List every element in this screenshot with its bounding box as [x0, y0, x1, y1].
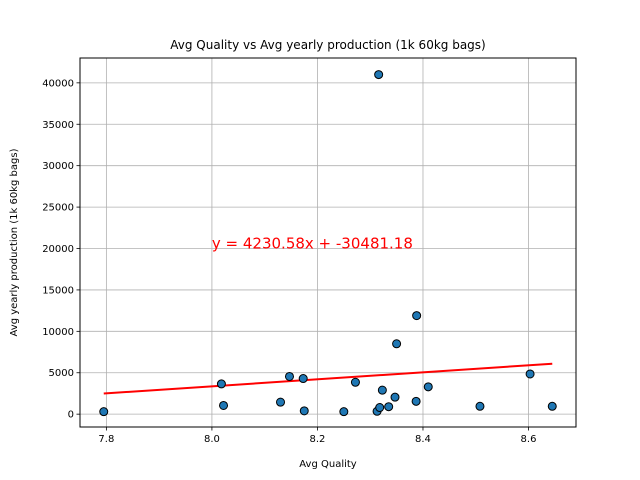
- data-point: [374, 70, 384, 80]
- y-tick-label: 0: [68, 410, 74, 421]
- data-point: [284, 371, 294, 381]
- data-point: [423, 382, 433, 392]
- data-point: [547, 401, 557, 411]
- data-point: [390, 392, 400, 402]
- data-point: [377, 385, 387, 395]
- y-tick-label: 40000: [42, 78, 74, 89]
- data-point: [384, 402, 394, 412]
- data-point: [219, 400, 229, 410]
- y-tick-label: 15000: [42, 285, 74, 296]
- y-tick-label: 35000: [42, 120, 74, 131]
- y-axis-label: Avg yearly production (1k 60kg bags): [9, 148, 20, 336]
- y-tick-label: 10000: [42, 327, 74, 338]
- plot-frame: [79, 57, 577, 428]
- data-point: [475, 401, 485, 411]
- data-point: [375, 403, 385, 413]
- plot-area: [80, 58, 576, 427]
- data-point: [99, 407, 109, 417]
- y-tick-label: 20000: [42, 244, 74, 255]
- data-point: [525, 369, 535, 379]
- grid: [80, 58, 576, 427]
- data-point: [411, 396, 421, 406]
- y-tick-label: 30000: [42, 161, 74, 172]
- ticks: 7.8 8.0 8.2 8.4 8.6 0 5000 10000 15000 20000 25000…: [42, 78, 536, 445]
- x-tick-label: 8.2: [309, 434, 325, 445]
- chart-title: Avg Quality vs Avg yearly production (1k…: [170, 38, 485, 52]
- points-layer: [99, 70, 557, 417]
- fit-line-layer: [103, 362, 553, 395]
- y-tick-label: 25000: [42, 203, 74, 214]
- regression-line: [103, 362, 553, 395]
- data-point: [216, 379, 226, 389]
- data-point: [350, 377, 360, 387]
- data-point: [392, 339, 402, 349]
- y-tick-label: 5000: [49, 368, 74, 379]
- data-point: [298, 374, 308, 384]
- data-point: [299, 406, 309, 416]
- regression-equation: y = 4230.58x + -30481.18: [212, 235, 413, 253]
- data-point: [276, 397, 286, 407]
- data-point: [339, 407, 349, 417]
- x-tick-label: 8.4: [415, 434, 431, 445]
- x-tick-label: 8.6: [521, 434, 537, 445]
- x-axis-label: Avg Quality: [299, 459, 357, 470]
- x-tick-label: 8.0: [204, 434, 220, 445]
- data-point: [412, 311, 422, 321]
- x-tick-label: 7.8: [98, 434, 114, 445]
